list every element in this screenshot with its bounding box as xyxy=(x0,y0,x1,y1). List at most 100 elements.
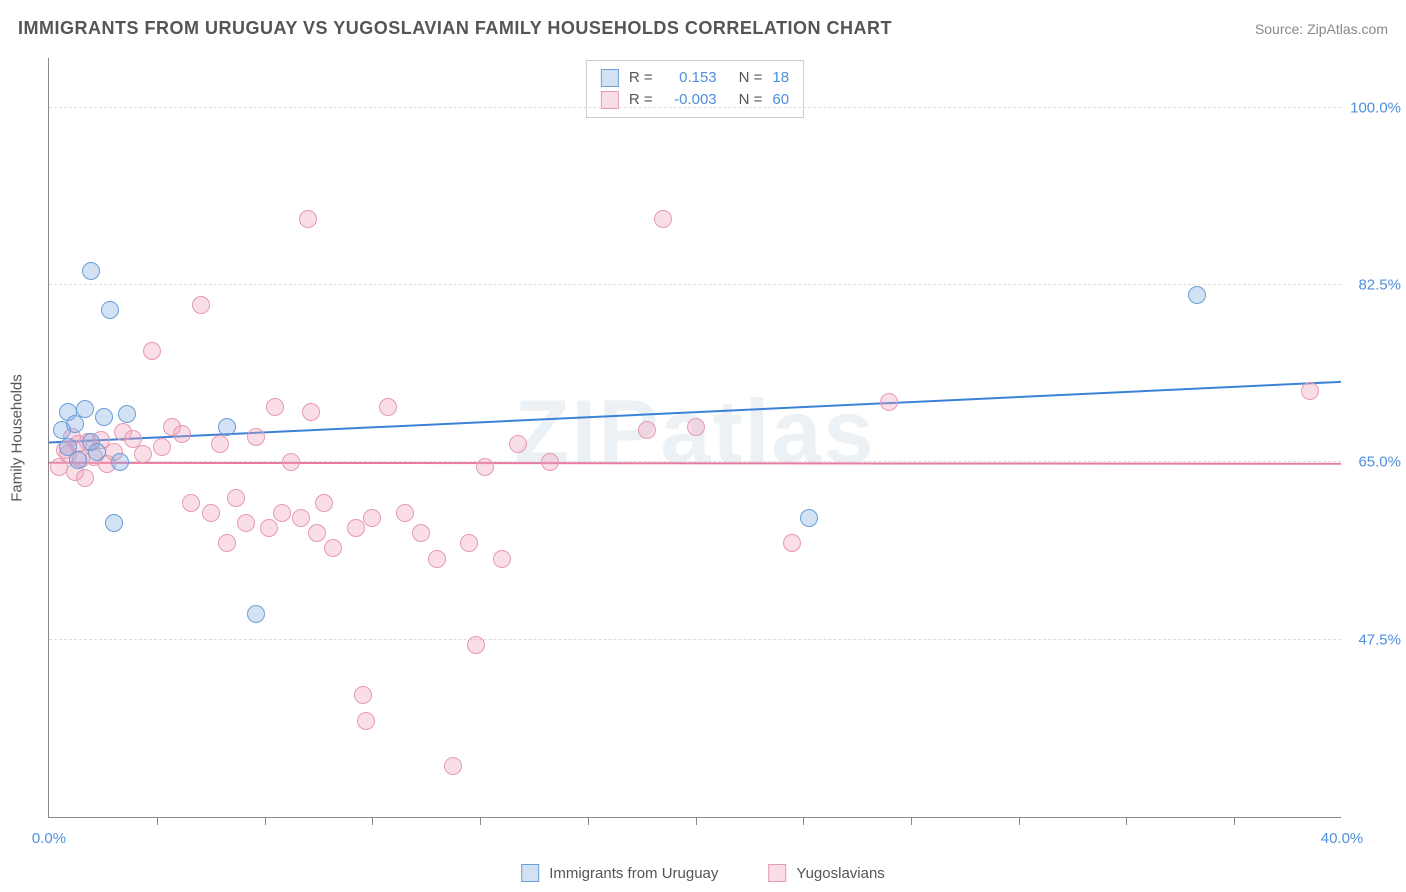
r-label: R = xyxy=(629,67,653,89)
scatter-point-uruguay xyxy=(101,301,119,319)
series-legend: Immigrants from Uruguay Yugoslavians xyxy=(521,864,885,882)
scatter-point-yugoslav xyxy=(202,504,220,522)
legend-swatch-uruguay xyxy=(601,69,619,87)
legend-swatch-uruguay-icon xyxy=(521,864,539,882)
x-tick xyxy=(696,817,697,825)
r-value-uruguay: 0.153 xyxy=(663,67,717,89)
scatter-point-uruguay xyxy=(218,418,236,436)
scatter-point-yugoslav xyxy=(396,504,414,522)
scatter-point-yugoslav xyxy=(412,524,430,542)
scatter-point-yugoslav xyxy=(302,403,320,421)
legend-item-yugoslav: Yugoslavians xyxy=(768,864,884,882)
scatter-point-yugoslav xyxy=(211,435,229,453)
y-tick-label: 82.5% xyxy=(1346,277,1401,294)
scatter-point-uruguay xyxy=(105,514,123,532)
n-value-uruguay: 18 xyxy=(772,67,789,89)
n-value-yugoslav: 60 xyxy=(772,89,789,111)
chart-plot-area: ZIPatlas Family Households R = 0.153 N =… xyxy=(48,58,1341,818)
x-tick xyxy=(1019,817,1020,825)
scatter-point-yugoslav xyxy=(153,438,171,456)
scatter-point-yugoslav xyxy=(363,509,381,527)
scatter-point-yugoslav xyxy=(260,519,278,537)
scatter-point-uruguay xyxy=(95,408,113,426)
scatter-point-yugoslav xyxy=(1301,382,1319,400)
x-tick xyxy=(803,817,804,825)
scatter-point-uruguay xyxy=(800,509,818,527)
scatter-point-yugoslav xyxy=(324,539,342,557)
scatter-point-yugoslav xyxy=(173,425,191,443)
y-tick-label: 47.5% xyxy=(1346,631,1401,648)
legend-item-uruguay: Immigrants from Uruguay xyxy=(521,864,718,882)
n-label: N = xyxy=(739,67,763,89)
x-tick xyxy=(265,817,266,825)
grid-line xyxy=(49,461,1341,462)
scatter-point-yugoslav xyxy=(247,428,265,446)
r-value-yugoslav: -0.003 xyxy=(663,89,717,111)
scatter-point-yugoslav xyxy=(192,296,210,314)
scatter-point-yugoslav xyxy=(460,534,478,552)
grid-line xyxy=(49,639,1341,640)
trend-lines-layer xyxy=(49,58,1341,817)
r-label: R = xyxy=(629,89,653,111)
legend-label-yugoslav: Yugoslavians xyxy=(796,865,884,882)
scatter-point-yugoslav xyxy=(638,421,656,439)
x-tick-label: 0.0% xyxy=(32,830,66,847)
scatter-point-yugoslav xyxy=(227,489,245,507)
scatter-point-yugoslav xyxy=(282,453,300,471)
x-tick xyxy=(480,817,481,825)
legend-row-uruguay: R = 0.153 N = 18 xyxy=(601,67,789,89)
scatter-point-yugoslav xyxy=(444,757,462,775)
x-tick-label: 40.0% xyxy=(1321,830,1364,847)
scatter-point-yugoslav xyxy=(467,636,485,654)
scatter-point-yugoslav xyxy=(76,469,94,487)
scatter-point-yugoslav xyxy=(266,398,284,416)
y-tick-label: 100.0% xyxy=(1346,99,1401,116)
scatter-point-yugoslav xyxy=(182,494,200,512)
scatter-point-yugoslav xyxy=(493,550,511,568)
scatter-point-uruguay xyxy=(1188,286,1206,304)
scatter-point-uruguay xyxy=(69,451,87,469)
x-tick xyxy=(157,817,158,825)
scatter-point-yugoslav xyxy=(654,210,672,228)
scatter-point-yugoslav xyxy=(308,524,326,542)
x-tick xyxy=(372,817,373,825)
legend-swatch-yugoslav-icon xyxy=(768,864,786,882)
scatter-point-uruguay xyxy=(66,415,84,433)
chart-title: IMMIGRANTS FROM URUGUAY VS YUGOSLAVIAN F… xyxy=(18,18,892,39)
x-tick xyxy=(1234,817,1235,825)
legend-label-uruguay: Immigrants from Uruguay xyxy=(549,865,718,882)
scatter-point-yugoslav xyxy=(687,418,705,436)
scatter-point-yugoslav xyxy=(134,445,152,463)
scatter-point-uruguay xyxy=(82,262,100,280)
scatter-point-uruguay xyxy=(247,605,265,623)
x-tick xyxy=(911,817,912,825)
scatter-point-yugoslav xyxy=(143,342,161,360)
scatter-point-yugoslav xyxy=(379,398,397,416)
scatter-point-yugoslav xyxy=(218,534,236,552)
scatter-point-uruguay xyxy=(76,400,94,418)
grid-line xyxy=(49,107,1341,108)
scatter-point-yugoslav xyxy=(783,534,801,552)
scatter-point-yugoslav xyxy=(476,458,494,476)
scatter-point-uruguay xyxy=(88,443,106,461)
source-attribution: Source: ZipAtlas.com xyxy=(1255,21,1388,37)
scatter-point-yugoslav xyxy=(509,435,527,453)
chart-header: IMMIGRANTS FROM URUGUAY VS YUGOSLAVIAN F… xyxy=(18,18,1388,39)
scatter-point-yugoslav xyxy=(237,514,255,532)
scatter-point-yugoslav xyxy=(541,453,559,471)
scatter-point-yugoslav xyxy=(354,686,372,704)
x-tick xyxy=(1126,817,1127,825)
scatter-point-yugoslav xyxy=(428,550,446,568)
n-label: N = xyxy=(739,89,763,111)
grid-line xyxy=(49,284,1341,285)
y-axis-title: Family Households xyxy=(9,374,26,502)
y-tick-label: 65.0% xyxy=(1346,454,1401,471)
scatter-point-uruguay xyxy=(111,453,129,471)
scatter-point-yugoslav xyxy=(273,504,291,522)
scatter-point-yugoslav xyxy=(357,712,375,730)
trend-line-yugoslav xyxy=(49,463,1341,464)
scatter-point-uruguay xyxy=(118,405,136,423)
scatter-point-yugoslav xyxy=(880,393,898,411)
scatter-point-yugoslav xyxy=(299,210,317,228)
x-tick xyxy=(588,817,589,825)
